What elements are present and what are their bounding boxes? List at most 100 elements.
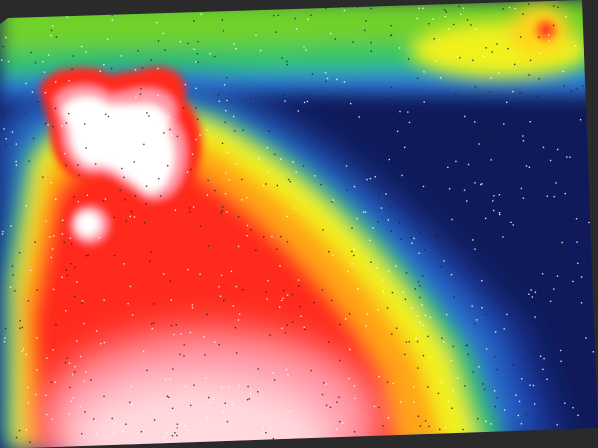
noise-dot xyxy=(349,348,351,351)
noise-dot xyxy=(322,229,324,231)
noise-dot xyxy=(307,18,309,20)
noise-dot xyxy=(571,379,573,381)
noise-dot xyxy=(228,386,230,388)
noise-dot xyxy=(387,219,389,221)
noise-dot xyxy=(220,211,222,214)
noise-dot xyxy=(564,402,566,404)
noise-dot xyxy=(83,380,85,382)
noise-dot xyxy=(134,195,137,197)
noise-dot xyxy=(532,384,535,387)
noise-dot xyxy=(112,432,115,435)
noise-dot xyxy=(167,165,169,167)
noise-dot xyxy=(506,313,508,316)
noise-dot xyxy=(321,393,324,396)
noise-dot xyxy=(235,163,238,165)
noise-dot xyxy=(193,384,195,386)
noise-dot xyxy=(19,327,21,329)
noise-dot xyxy=(2,230,4,233)
noise-dot xyxy=(195,138,197,141)
noise-dot xyxy=(164,49,166,51)
noise-dot xyxy=(534,291,537,293)
noise-dot xyxy=(512,90,514,93)
noise-dot xyxy=(241,178,243,181)
noise-dot xyxy=(12,274,14,276)
noise-dot xyxy=(515,263,517,266)
noise-dot xyxy=(9,286,12,288)
noise-dot xyxy=(268,130,270,132)
noise-dot xyxy=(339,323,341,326)
noise-dot xyxy=(492,200,494,202)
noise-dot xyxy=(11,265,14,267)
noise-dot xyxy=(428,425,430,428)
noise-dot xyxy=(265,432,267,434)
noise-dot xyxy=(444,9,446,11)
noise-dot xyxy=(424,314,427,317)
noise-dot xyxy=(271,235,273,238)
noise-dot xyxy=(80,45,83,48)
noise-dot xyxy=(299,305,301,308)
noise-dot xyxy=(561,128,564,131)
noise-dot xyxy=(86,194,89,196)
noise-dot xyxy=(142,350,145,353)
noise-dot xyxy=(51,29,53,32)
noise-dot xyxy=(525,413,527,416)
noise-dot xyxy=(219,295,222,297)
noise-dot xyxy=(169,378,171,380)
noise-dot xyxy=(218,100,221,102)
noise-dot xyxy=(356,218,358,220)
noise-dot xyxy=(404,298,407,300)
noise-dot xyxy=(129,401,131,404)
noise-dot xyxy=(478,143,480,145)
noise-dot xyxy=(131,314,134,316)
noise-dot xyxy=(68,413,71,415)
noise-dot xyxy=(269,334,271,336)
noise-dot xyxy=(145,203,147,205)
noise-dot xyxy=(233,115,235,118)
noise-dot xyxy=(223,84,226,86)
noise-dot xyxy=(478,171,480,173)
noise-dot xyxy=(440,77,442,79)
noise-dot xyxy=(189,331,192,334)
noise-dot xyxy=(476,319,478,321)
noise-dot xyxy=(103,299,105,301)
noise-dot xyxy=(129,215,131,218)
noise-dot xyxy=(502,236,504,238)
noise-dot xyxy=(111,417,113,420)
noise-dot xyxy=(259,49,262,52)
noise-dot xyxy=(477,418,479,420)
noise-dot xyxy=(61,233,64,235)
noise-dot xyxy=(328,251,330,253)
noise-dot xyxy=(422,185,425,188)
noise-dot xyxy=(503,409,506,411)
noise-dot xyxy=(484,314,487,316)
noise-dot xyxy=(548,114,550,116)
noise-dot xyxy=(413,237,415,240)
noise-dot xyxy=(576,241,578,243)
noise-dot xyxy=(334,38,337,40)
noise-dot xyxy=(462,7,465,9)
noise-dot xyxy=(330,32,332,35)
noise-dot xyxy=(286,60,288,63)
noise-dot xyxy=(569,156,571,158)
noise-dot xyxy=(227,98,229,101)
noise-dot xyxy=(489,128,492,131)
noise-dot xyxy=(388,158,390,161)
noise-dot xyxy=(224,402,226,404)
noise-dot xyxy=(364,211,367,213)
noise-dot xyxy=(565,15,567,18)
noise-dot xyxy=(475,28,477,30)
noise-dot xyxy=(560,360,562,362)
noise-dot xyxy=(447,400,450,402)
noise-dot xyxy=(287,374,289,376)
noise-dot xyxy=(472,239,474,241)
noise-dot xyxy=(369,239,371,242)
noise-dot xyxy=(277,14,279,16)
noise-dot xyxy=(176,428,178,430)
noise-dot xyxy=(344,318,347,320)
noise-dot xyxy=(466,19,469,21)
noise-dot xyxy=(237,245,240,248)
noise-dot xyxy=(191,306,194,309)
noise-dot xyxy=(326,77,329,80)
noise-dot xyxy=(224,121,226,123)
noise-dot xyxy=(377,309,379,311)
